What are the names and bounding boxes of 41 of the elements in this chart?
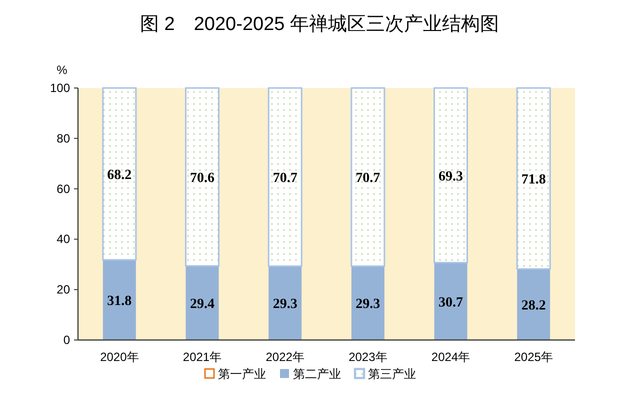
x-tick-label: 2022年 bbox=[266, 350, 304, 364]
x-tick-label: 2025年 bbox=[514, 350, 553, 364]
x-tick-label: 2020年 bbox=[100, 350, 139, 364]
legend-label: 第一产业 bbox=[218, 367, 266, 381]
data-label: 70.7 bbox=[356, 171, 380, 186]
data-label: 68.2 bbox=[107, 168, 132, 183]
bar bbox=[351, 266, 384, 340]
y-tick-label: 100 bbox=[50, 81, 70, 95]
bar bbox=[516, 87, 551, 270]
y-tick-label: 60 bbox=[56, 182, 70, 196]
y-tick-label: 20 bbox=[56, 282, 70, 297]
data-label: 30.7 bbox=[438, 295, 463, 310]
x-tick-label: 2023年 bbox=[348, 350, 388, 364]
y-tick-label: 0 bbox=[63, 333, 70, 347]
bar bbox=[185, 87, 220, 267]
data-label: 70.6 bbox=[190, 170, 214, 186]
bar bbox=[517, 268, 550, 340]
bar bbox=[268, 87, 302, 267]
x-tick-label: 2021年 bbox=[182, 350, 222, 364]
bar bbox=[102, 87, 137, 261]
y-axis-title: % bbox=[56, 63, 68, 77]
y-tick-label: 80 bbox=[56, 131, 70, 146]
bar bbox=[186, 266, 219, 340]
bar bbox=[434, 87, 468, 264]
data-label: 29.4 bbox=[190, 296, 214, 312]
data-label: 29.3 bbox=[272, 297, 298, 312]
bar bbox=[102, 260, 136, 340]
data-label: 29.3 bbox=[356, 297, 380, 312]
chart-title: 图 2 2020-2025 年禅城区三次产业结构图 bbox=[140, 13, 499, 35]
y-tick-label: 40 bbox=[56, 232, 70, 246]
data-label: 31.8 bbox=[107, 294, 132, 309]
legend-label: 第三产业 bbox=[368, 367, 416, 381]
data-label: 71.8 bbox=[521, 172, 546, 188]
data-label: 69.3 bbox=[438, 169, 463, 184]
bar bbox=[350, 87, 386, 267]
bar bbox=[268, 266, 302, 340]
legend-label: 第二产业 bbox=[293, 367, 341, 381]
data-label: 70.7 bbox=[272, 171, 298, 186]
data-label: 28.2 bbox=[521, 298, 546, 314]
x-tick-label: 2024年 bbox=[431, 350, 470, 364]
bar bbox=[434, 262, 468, 340]
